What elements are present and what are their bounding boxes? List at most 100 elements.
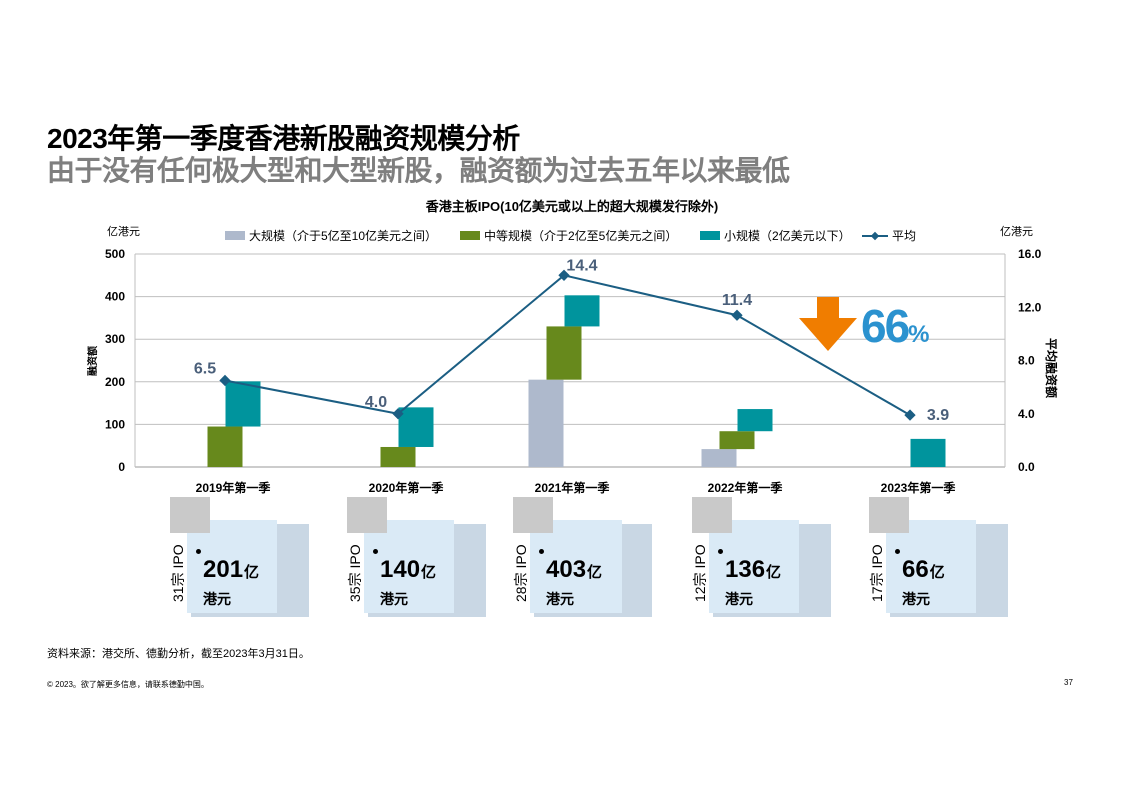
summary-amount-value: 403	[546, 556, 587, 583]
average-point	[731, 309, 743, 321]
summary-placeholder	[869, 497, 909, 533]
summary-box	[709, 520, 799, 613]
x-tick-label: 2022年第一季	[708, 480, 784, 495]
y2-tick-label: 4.0	[1018, 407, 1035, 421]
legend-marker	[870, 231, 880, 241]
bar-3	[398, 407, 434, 447]
copyright-note: © 2023。欲了解更多信息，请联系德勤中国。	[47, 680, 209, 689]
chart-grid	[134, 253, 1006, 468]
summary-ipo-count: 12宗 IPO	[692, 544, 708, 602]
bar-3	[564, 295, 600, 327]
summary-currency: 港元	[725, 591, 753, 607]
summary-amount: 403亿	[546, 556, 602, 584]
summary-placeholder	[513, 497, 553, 533]
y2-tick-label: 0.0	[1018, 460, 1035, 474]
average-label: 4.0	[365, 394, 387, 411]
y-tick-label: 300	[105, 332, 125, 346]
legend-label: 平均	[892, 229, 916, 243]
page-title: 2023年第一季度香港新股融资规模分析	[47, 123, 520, 154]
bullet-dot	[196, 549, 201, 554]
page-subtitle: 由于没有任何极大型和大型新股，融资额为过去五年以来最低	[47, 155, 790, 186]
summary-placeholder	[170, 497, 210, 533]
summary-placeholder	[692, 497, 732, 533]
bar-2	[207, 426, 243, 467]
chart-bars	[207, 295, 946, 467]
average-point	[904, 409, 916, 421]
chart-title: 香港主板IPO(10亿美元或以上的超大规模发行除外)	[425, 199, 719, 214]
x-tick-label: 2020年第一季	[369, 480, 445, 495]
bar-1	[701, 449, 737, 467]
legend-swatch	[700, 231, 720, 240]
bar-3	[225, 381, 261, 427]
bullet-dot	[373, 549, 378, 554]
summary-ipo-count: 17宗 IPO	[869, 544, 885, 602]
summary-currency: 港元	[546, 591, 574, 607]
drop-annotation: 66%	[799, 297, 931, 352]
average-point	[219, 374, 231, 387]
bullet-dot	[718, 549, 723, 554]
summary-currency: 港元	[380, 591, 408, 607]
summary-amount-unit: 亿	[421, 564, 437, 581]
summary-amount-value: 136	[725, 556, 766, 583]
average-label: 3.9	[927, 407, 949, 424]
y-tick-label: 500	[105, 247, 125, 261]
page-number: 37	[1064, 678, 1073, 687]
summary-amount-unit: 亿	[244, 564, 260, 581]
y-tick-label: 200	[105, 375, 125, 389]
bar-1	[528, 379, 564, 467]
chart-ticks: 0 100 200 300 400 500 0.0 4.0 8.0 12.0 16.0 2019年第一…	[105, 247, 1042, 495]
x-tick-label: 2021年第一季	[535, 480, 611, 495]
bar-3	[737, 409, 773, 432]
bullet-dot	[539, 549, 544, 554]
legend-label: 小规模（2亿美元以下）	[724, 228, 851, 243]
bar-3	[910, 438, 946, 467]
drop-percent-suffix: %	[908, 321, 929, 348]
summary-amount-unit: 亿	[587, 564, 603, 581]
chart-legend: 大规模（介于5亿至10亿美元之间） 中等规模（介于2亿至5亿美元之间） 小规模（2亿…	[225, 228, 916, 243]
summary-amount: 201亿	[203, 556, 259, 584]
bar-2	[380, 446, 416, 467]
summary-ipo-count: 35宗 IPO	[347, 544, 363, 602]
down-arrow-icon	[799, 297, 857, 351]
average-label: 14.4	[566, 257, 597, 274]
summary-amount-value: 66	[902, 556, 929, 583]
legend-swatch	[225, 231, 245, 240]
y-axis-label: 融资额	[86, 346, 99, 376]
average-point	[392, 408, 404, 420]
summary-box	[364, 520, 454, 613]
drop-percent: 66%	[861, 300, 929, 352]
y-tick-label: 0	[118, 460, 125, 474]
bar-2	[719, 431, 755, 450]
summary-amount-unit: 亿	[929, 564, 945, 581]
summary-amount: 136亿	[725, 556, 781, 584]
summary-ipo-count: 31宗 IPO	[170, 544, 186, 602]
summary-amount-value: 201	[203, 556, 244, 583]
y2-tick-label: 16.0	[1018, 247, 1042, 261]
summary-amount-unit: 亿	[766, 564, 782, 581]
average-label: 11.4	[722, 292, 752, 309]
summary-amount-value: 140	[380, 556, 421, 583]
x-tick-label: 2019年第一季	[196, 480, 272, 495]
y2-axis-label: 平均融资额	[1044, 338, 1059, 398]
average-label: 6.5	[194, 360, 216, 377]
summary-box	[886, 520, 976, 613]
average-point	[558, 269, 570, 281]
y2-axis-unit: 亿港元	[1000, 225, 1033, 238]
summary-amount: 140亿	[380, 556, 436, 584]
legend-label: 中等规模（介于2亿至5亿美元之间）	[484, 228, 677, 243]
bullet-dot	[895, 549, 900, 554]
summary-currency: 港元	[203, 591, 231, 607]
y2-tick-label: 8.0	[1018, 354, 1035, 368]
y-axis-unit: 亿港元	[107, 225, 140, 238]
legend-label: 大规模（介于5亿至10亿美元之间）	[249, 228, 437, 243]
y-tick-label: 400	[105, 290, 125, 304]
summary-placeholder	[347, 497, 387, 533]
summary-box	[530, 520, 622, 613]
average-line: 6.5 4.0 14.4 11.4 3.9	[194, 257, 949, 424]
summary-amount: 66亿	[902, 556, 945, 584]
y-tick-label: 100	[105, 417, 125, 431]
summary-currency: 港元	[902, 591, 930, 607]
summary-box	[187, 520, 277, 613]
legend-swatch	[460, 231, 480, 240]
